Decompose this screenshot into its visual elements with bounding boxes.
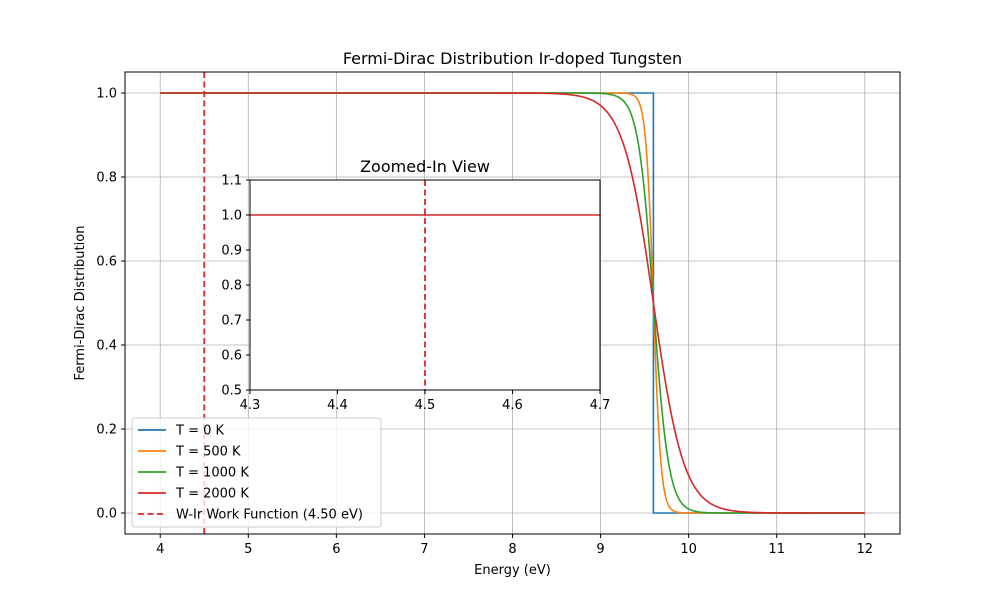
inset-ticks: 4.3 4.4 4.5 4.6 4.7 0.5 0.6 0.7 0.8 0.9 1.0 1.1: [221, 174, 610, 414]
inset-y-tick-label: 0.6: [221, 349, 242, 364]
inset-x-tick-label: 4.4: [327, 398, 348, 413]
inset-y-tick-label: 0.5: [221, 384, 242, 399]
x-tick-label: 4: [156, 542, 164, 557]
inset-y-tick-label: 0.7: [221, 314, 242, 329]
legend: T = 0 K T = 500 K T = 1000 K T = 2000 K W-Ir…: [131, 417, 382, 528]
x-tick-label: 10: [680, 542, 697, 557]
y-tick-label: 0.4: [96, 339, 117, 354]
x-tick-label: 11: [768, 542, 785, 557]
inset-x-tick-label: 4.5: [415, 398, 436, 413]
legend-label: T = 500 K: [175, 445, 241, 460]
legend-label: T = 0 K: [175, 424, 225, 439]
x-tick-label: 5: [244, 542, 252, 557]
legend-label: T = 1000 K: [175, 466, 249, 481]
main-series: [160, 92, 865, 514]
inset-y-tick-label: 1.1: [221, 174, 242, 189]
legend-label: T = 2000 K: [175, 487, 249, 502]
x-axis-label: Energy (eV): [474, 563, 551, 578]
main-ticks: 4 5 6 7 8 9 10 11 12 0.0 0.2 0.4 0.6 0.8 1.0: [96, 87, 873, 558]
y-tick-label: 0.0: [96, 507, 117, 522]
inset-title: Zoomed-In View: [360, 157, 490, 176]
inset-series: [250, 180, 600, 390]
inset-x-tick-label: 4.6: [502, 398, 523, 413]
y-tick-label: 0.6: [96, 255, 117, 270]
inset-x-tick-label: 4.3: [240, 398, 261, 413]
inset-y-tick-label: 1.0: [221, 209, 242, 224]
inset-y-tick-label: 0.9: [221, 244, 242, 259]
y-axis-label: Fermi-Dirac Distribution: [73, 226, 88, 381]
inset-y-tick-label: 0.8: [221, 279, 242, 294]
main-title: Fermi-Dirac Distribution Ir-doped Tungst…: [343, 49, 682, 68]
x-tick-label: 12: [856, 542, 873, 557]
x-tick-label: 7: [420, 542, 428, 557]
y-tick-label: 0.8: [96, 171, 117, 186]
legend-items: T = 0 K T = 500 K T = 1000 K T = 2000 K W-Ir…: [138, 424, 363, 523]
inset-x-tick-label: 4.7: [590, 398, 611, 413]
series-line-3: [160, 92, 865, 514]
legend-box: [131, 417, 382, 528]
y-tick-label: 1.0: [96, 87, 117, 102]
x-tick-label: 6: [332, 542, 340, 557]
x-tick-label: 8: [508, 542, 516, 557]
y-tick-label: 0.2: [96, 423, 117, 438]
x-tick-label: 9: [596, 542, 604, 557]
legend-label: W-Ir Work Function (4.50 eV): [176, 508, 363, 523]
